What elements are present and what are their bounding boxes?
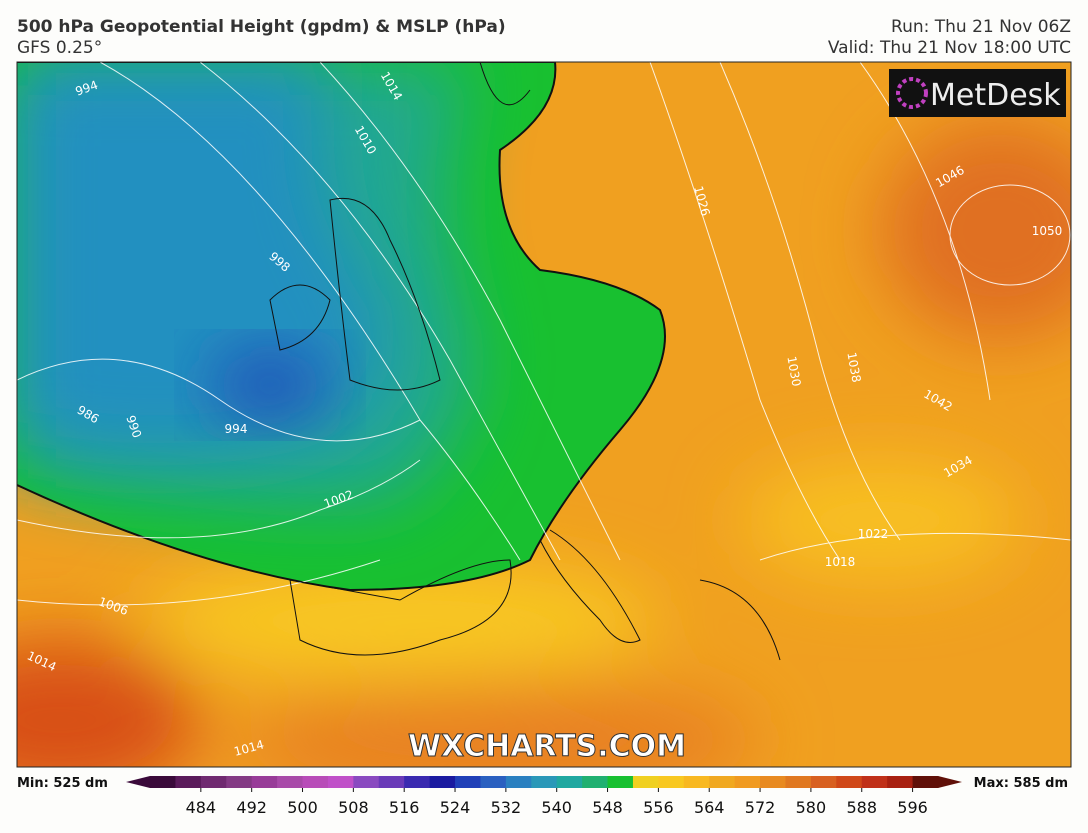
valid-time: Valid: Thu 21 Nov 18:00 UTC (828, 38, 1071, 58)
colorbar-segment (327, 776, 354, 788)
logo: MetDesk (930, 78, 1061, 113)
colorbar-tick-label: 508 (338, 798, 369, 817)
colorbar-segment (455, 776, 481, 788)
colorbar: 484 492 500 508 516 524 532 540 548 556 564 572 580 5… (126, 776, 962, 817)
colorbar-segment (836, 776, 863, 788)
colorbar-tick-label: 588 (846, 798, 877, 817)
colorbar-tick-label: 548 (592, 798, 623, 817)
colorbar-segment (302, 776, 329, 788)
colorbar-segment (404, 776, 431, 788)
colorbar-segment (861, 776, 888, 788)
colorbar-segment (277, 776, 304, 788)
colorbar-right-arrow (938, 776, 962, 788)
isobar-label: 1018 (825, 555, 856, 569)
colorbar-segment (607, 776, 634, 788)
colorbar-segment (887, 776, 914, 788)
colorbar-segment (531, 776, 558, 788)
colorbar-tick-label: 524 (440, 798, 471, 817)
colorbar-segment (150, 776, 176, 788)
colorbar-segment (734, 776, 761, 788)
colorbar-segment (429, 776, 456, 788)
isobar-label: 994 (225, 422, 248, 436)
colorbar-segment (556, 776, 583, 788)
isobar-label: 1022 (858, 527, 889, 541)
isobar-label: 1050 (1032, 224, 1063, 238)
colorbar-left-arrow (126, 776, 150, 788)
colorbar-segment (810, 776, 837, 788)
colorbar-segment (709, 776, 736, 788)
colorbar-tick-label: 572 (745, 798, 776, 817)
colorbar-segment (480, 776, 507, 788)
logo-box (889, 69, 1066, 117)
colorbar-segment (175, 776, 202, 788)
isobar-label: 1038 (844, 351, 863, 384)
colorbar-tick-label: 492 (236, 798, 267, 817)
title: 500 hPa Geopotential Height (gpdm) & MSL… (17, 17, 506, 37)
map-frame (16, 61, 1072, 768)
isobar-label: 1030 (784, 355, 803, 388)
colorbar-tick-label: 580 (796, 798, 827, 817)
colorbar-segment (912, 776, 939, 788)
colorbar-tick-label: 532 (491, 798, 522, 817)
colorbar-segment (683, 776, 710, 788)
colorbar-tick-label: 564 (694, 798, 725, 817)
max-label: Max: 585 dm (974, 776, 1068, 791)
colorbar-segment (251, 776, 278, 788)
colorbar-segment (658, 776, 685, 788)
colorbar-segment (200, 776, 227, 788)
colorbar-segment (505, 776, 532, 788)
colorbar-tick-label: 596 (897, 798, 928, 817)
colorbar-segment (378, 776, 405, 788)
colorbar-tick-label: 516 (389, 798, 420, 817)
colorbar-segment (226, 776, 253, 788)
colorbar-segment (760, 776, 786, 788)
min-label: Min: 525 dm (17, 776, 108, 791)
map: MetDesk WXCHARTS.COM (17, 62, 1071, 767)
colorbar-tick-label: 484 (186, 798, 217, 817)
subtitle: GFS 0.25° (17, 38, 102, 58)
colorbar-segment (785, 776, 812, 788)
colorbar-segment (353, 776, 380, 788)
watermark: WXCHARTS.COM (408, 729, 686, 764)
colorbar-tick-label: 556 (643, 798, 674, 817)
colorbar-tick-label: 500 (287, 798, 318, 817)
colorbar-tick-label: 540 (541, 798, 572, 817)
run-time: Run: Thu 21 Nov 06Z (891, 17, 1071, 37)
colorbar-segment (582, 776, 609, 788)
colorbar-segment (632, 776, 659, 788)
